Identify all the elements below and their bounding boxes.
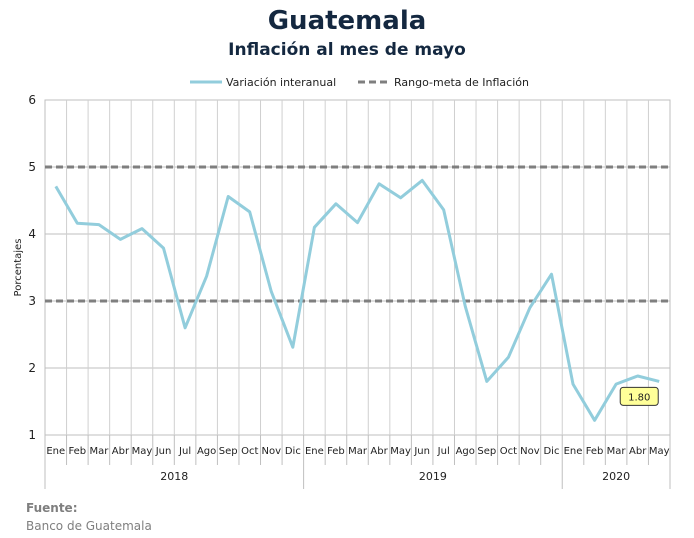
x-tick-label: Feb (586, 446, 604, 457)
x-tick-label: Ago (197, 446, 216, 457)
x-tick-label: Abr (112, 446, 130, 457)
x-tick-label: Feb (327, 446, 345, 457)
x-tick-label: Ago (456, 446, 475, 457)
x-tick-label: Nov (262, 446, 282, 457)
x-tick-label: Sep (477, 446, 496, 457)
x-tick-label: Mar (607, 446, 627, 457)
y-tick-label: 4 (28, 227, 36, 241)
annotation-box (619, 386, 659, 406)
chart-title: Guatemala (267, 6, 427, 36)
x-axis: Ene Feb Mar Abr May Jun Jul Ago Sep Oct Nov Dic Ene F… (44, 435, 671, 489)
inflation-series (54, 178, 660, 422)
x-tick-label: Oct (241, 446, 258, 457)
year-label: 2019 (419, 470, 447, 483)
x-tick-label: May (390, 446, 411, 457)
x-tick-label: Ene (305, 446, 324, 457)
x-tick-label: Abr (629, 446, 647, 457)
x-tick-label: May (132, 446, 153, 457)
y-tick-label: 5 (28, 160, 36, 174)
x-tick-label: Dic (285, 446, 301, 457)
plot-border (44, 99, 671, 436)
y-tick-label: 3 (28, 294, 36, 308)
legend-label: Rango-meta de Inflación (394, 76, 529, 89)
year-label: 2018 (160, 470, 188, 483)
y-axis-label: Porcentajes (13, 239, 24, 297)
y-tick-label: 1 (28, 428, 36, 442)
x-tick-label: Oct (500, 446, 517, 457)
source-label: Fuente: (26, 501, 78, 515)
year-label: 2020 (602, 470, 630, 483)
source-text: Banco de Guatemala (26, 519, 152, 533)
x-tick-label: Sep (219, 446, 238, 457)
x-tick-label: Jun (413, 446, 430, 457)
x-tick-label: Feb (68, 446, 86, 457)
legend: Variación interanual Rango-meta de Inflac… (190, 76, 529, 89)
grid (44, 99, 671, 436)
y-axis: 1 2 3 4 5 6 Porcentajes (13, 93, 36, 442)
x-tick-label: Dic (543, 446, 559, 457)
chart-subtitle: Inflación al mes de mayo (228, 40, 466, 60)
x-tick-label: Ene (564, 446, 583, 457)
target-range-lines (45, 165, 670, 303)
y-tick-label: 6 (28, 93, 36, 107)
x-tick-label: Ene (46, 446, 65, 457)
x-tick-label: Mar (348, 446, 368, 457)
x-tick-label: Jun (155, 446, 172, 457)
x-tick-label: Nov (520, 446, 540, 457)
annotation-label: 1.80 (628, 392, 650, 403)
last-value-annotation: 1.80 (619, 386, 659, 406)
y-tick-label: 2 (28, 361, 36, 375)
x-tick-label: Abr (370, 446, 388, 457)
x-tick-label: May (649, 446, 670, 457)
series-line (54, 178, 660, 422)
x-tick-label: Mar (89, 446, 109, 457)
x-tick-label: Jul (437, 446, 450, 457)
legend-label: Variación interanual (226, 76, 336, 89)
x-tick-label: Jul (178, 446, 191, 457)
